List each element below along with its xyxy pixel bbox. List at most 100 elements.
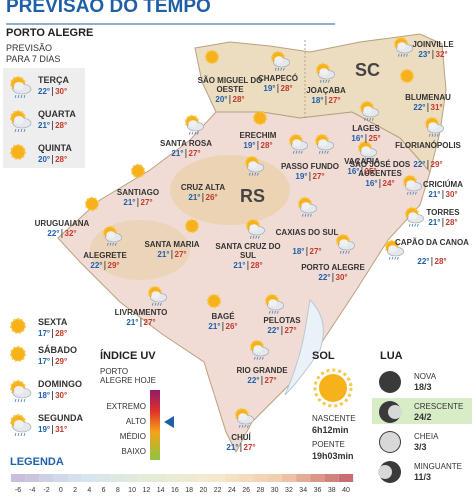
- legend-tick-label: 22: [213, 487, 222, 494]
- temp-max: 27°: [243, 443, 256, 452]
- temperature: 20° 28°: [38, 155, 67, 164]
- weather-icon: [206, 293, 222, 309]
- temp-max: 27°: [143, 318, 156, 327]
- city-name: BLUMENAU: [405, 93, 451, 102]
- day-name: QUARTA: [38, 109, 76, 119]
- temperature: 21° 27°: [123, 198, 153, 207]
- temp-max: 27°: [140, 198, 153, 207]
- temperature: 22° 27°: [247, 376, 277, 385]
- temperature: 21° 26°: [188, 193, 218, 202]
- temp-max: 28°: [434, 257, 447, 266]
- line: [406, 191, 409, 195]
- line: [271, 310, 274, 314]
- legend-tick-label: 24: [228, 487, 236, 494]
- day-name: SEXTA: [38, 317, 68, 327]
- legend-tick-label: 18: [185, 487, 194, 494]
- legend-swatch: [25, 474, 40, 482]
- legend-title: LEGENDA: [10, 456, 64, 468]
- legend-swatch: [124, 474, 140, 482]
- line: [14, 398, 17, 403]
- line: [415, 191, 417, 195]
- region-label: RS: [240, 186, 266, 206]
- temp-min: 23°: [418, 50, 434, 59]
- legend-swatch: [153, 474, 168, 482]
- legend-tick-label: 34: [299, 487, 308, 494]
- legend-swatch: [239, 474, 254, 482]
- weather-icon: [314, 133, 335, 154]
- line: [369, 117, 371, 121]
- legend-swatch: [324, 474, 339, 482]
- weather-icon: [245, 218, 266, 239]
- circle: [204, 49, 220, 65]
- sun-title: SOL: [312, 350, 335, 362]
- legend-swatch: [53, 474, 68, 482]
- weather-icon: [10, 414, 32, 437]
- temp-min: 20°: [38, 155, 54, 164]
- line: [366, 117, 369, 121]
- line: [277, 67, 280, 71]
- line: [17, 432, 20, 437]
- city-name: PELOTAS: [263, 316, 301, 325]
- line: [247, 424, 249, 428]
- temperature: 16° 25°: [351, 134, 381, 143]
- line: [283, 67, 285, 71]
- uv-subtitle: PORTO ALEGRE HOJE: [100, 367, 157, 385]
- moon-lit: [378, 465, 392, 479]
- temp-min: 21°: [157, 250, 173, 259]
- temp-min: 22°: [417, 257, 433, 266]
- line: [327, 150, 329, 154]
- temp-min: 19°: [243, 141, 259, 150]
- city-name: CHUÍ: [231, 433, 251, 442]
- title: PREVISÃO DO TEMPO: [6, 0, 211, 17]
- temp-min: 16°: [351, 134, 367, 143]
- temperature: 22° 30°: [318, 273, 348, 282]
- city-name: JOINVILLE: [412, 40, 454, 49]
- temp-max: 30°: [55, 87, 68, 96]
- city-name: SANTA ROSA: [160, 139, 212, 148]
- temperature: 22° 29°: [90, 261, 120, 270]
- weather-icon: [184, 218, 200, 234]
- moon-date: 18/3: [414, 382, 432, 392]
- legend-tick-label: 32: [285, 487, 293, 494]
- line: [17, 128, 20, 133]
- line: [14, 94, 17, 99]
- moon-date: 11/3: [414, 472, 432, 482]
- line: [14, 128, 17, 133]
- temp-max: 28°: [232, 95, 245, 104]
- temp-min: 18°: [292, 247, 308, 256]
- temp-min: 19°: [295, 172, 311, 181]
- temp-min: 21°: [226, 443, 242, 452]
- weather-icon: [130, 163, 146, 179]
- city-name: CAXIAS DO SUL: [275, 228, 339, 237]
- line: [268, 310, 271, 314]
- temp-max: 29°: [55, 357, 68, 366]
- legend-swatch: [67, 474, 83, 482]
- day-name: SEGUNDA: [38, 413, 84, 423]
- uv-bar: [150, 390, 160, 460]
- city-name: URUGUAIANA: [34, 219, 90, 228]
- line: [397, 256, 399, 260]
- line: [363, 117, 366, 121]
- weather-icon: [393, 36, 414, 57]
- line: [310, 213, 312, 217]
- line: [274, 310, 276, 314]
- ellipse: [14, 116, 24, 124]
- temperature: 23° 32°: [418, 50, 448, 59]
- circle: [84, 196, 100, 212]
- weather-icon: [270, 50, 291, 71]
- city-name: LIVRAMENTO: [114, 308, 168, 317]
- line: [252, 235, 255, 239]
- line: [255, 235, 257, 239]
- city-name: PORTO ALEGRE: [301, 263, 365, 272]
- legend-swatch: [82, 474, 97, 482]
- legend-tick-label: 0: [58, 487, 63, 494]
- temperature: 21° 28°: [38, 121, 67, 130]
- city-name: SANTA MARIA: [144, 240, 200, 249]
- temp-min: 17°: [38, 357, 54, 366]
- line: [364, 157, 367, 161]
- line: [23, 94, 26, 99]
- line: [157, 302, 159, 306]
- line: [298, 150, 300, 154]
- legend-swatch: [39, 474, 54, 482]
- temperature: 21° 27°: [157, 250, 187, 259]
